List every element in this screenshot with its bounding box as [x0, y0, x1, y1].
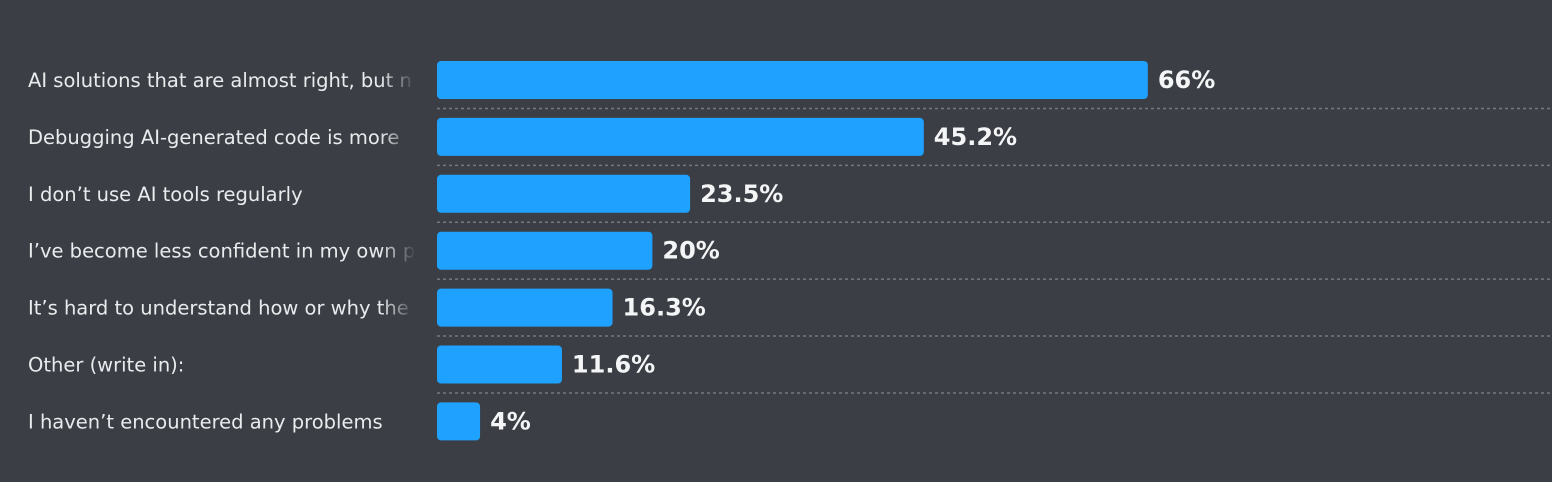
category-label: Debugging AI-generated code is more — [28, 126, 399, 149]
category-label: It’s hard to understand how or why the — [28, 297, 409, 320]
bar — [437, 288, 613, 327]
value-label: 16.3% — [623, 294, 706, 322]
value-label: 4% — [490, 407, 531, 435]
value-label: 11.6% — [572, 351, 655, 379]
label-fade-overlay — [380, 0, 416, 482]
value-label: 66% — [1158, 66, 1215, 94]
value-label: 45.2% — [934, 123, 1017, 151]
category-label: I’ve become less confident in my own p — [28, 240, 415, 263]
bar — [437, 345, 562, 384]
category-labels: AI solutions that are almost right, but … — [28, 69, 415, 433]
bar — [437, 402, 481, 441]
category-label: I haven’t encountered any problems — [28, 410, 383, 433]
value-label: 23.5% — [700, 180, 783, 208]
value-labels: 66% 45.2% 23.5% 20% 16.3% 11.6% 4% — [490, 66, 1215, 435]
category-label: Other (write in): — [28, 354, 184, 377]
bars — [437, 61, 1148, 441]
category-label: I don’t use AI tools regularly — [28, 183, 303, 206]
bar — [437, 231, 653, 270]
bar — [437, 174, 691, 213]
category-label: AI solutions that are almost right, but … — [28, 69, 412, 92]
bar — [437, 61, 1148, 99]
value-label: 20% — [662, 237, 719, 265]
bar — [437, 117, 924, 156]
